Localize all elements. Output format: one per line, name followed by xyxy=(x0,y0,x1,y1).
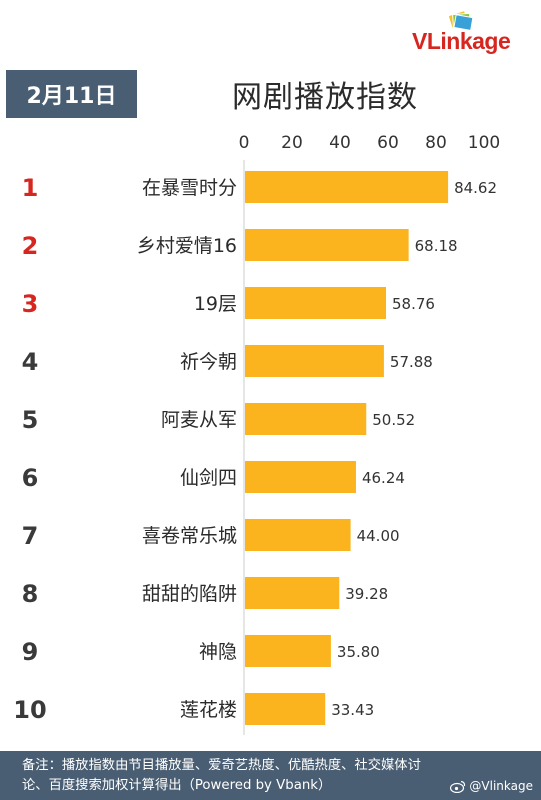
chart-row: 4 祈今朝 57.88 xyxy=(22,345,433,377)
rank-label: 1 xyxy=(22,174,39,202)
brand-logo: VLinkage xyxy=(412,10,537,60)
chart-row: 1 在暴雪时分 84.62 xyxy=(22,171,497,203)
value-label: 33.43 xyxy=(331,701,374,719)
value-label: 39.28 xyxy=(345,585,388,603)
x-tick-label: 40 xyxy=(329,133,351,153)
x-tick-label: 20 xyxy=(281,133,303,153)
chart-row: 10 莲花楼 33.43 xyxy=(13,693,374,725)
rank-label: 9 xyxy=(22,638,39,666)
chart-row: 5 阿麦从军 50.52 xyxy=(22,403,415,435)
category-label: 祈今朝 xyxy=(180,351,237,373)
chart-title: 网剧播放指数 xyxy=(232,80,418,115)
bar xyxy=(245,229,409,261)
bar-chart: 0 20 40 60 80 100 1 在暴雪时分 84.62 2 乡村爱情16 68.18 3 19层… xyxy=(13,133,500,735)
chart-row: 3 19层 58.76 xyxy=(22,287,435,319)
x-tick-label: 100 xyxy=(468,133,500,153)
x-tick-label: 80 xyxy=(425,133,447,153)
brand-name: VLinkage xyxy=(412,28,511,54)
chart-row: 2 乡村爱情16 68.18 xyxy=(22,229,458,261)
rank-label: 8 xyxy=(22,580,39,608)
bar xyxy=(245,577,340,609)
x-tick-label: 0 xyxy=(239,133,250,153)
rank-label: 2 xyxy=(22,232,39,260)
category-label: 阿麦从军 xyxy=(161,409,237,431)
chart-row: 6 仙剑四 46.24 xyxy=(22,461,405,493)
category-label: 乡村爱情16 xyxy=(137,235,237,257)
watermark-text: @Vlinkage xyxy=(469,779,533,793)
date-badge: 2月11日 xyxy=(6,70,137,118)
rank-label: 6 xyxy=(22,464,39,492)
bar xyxy=(245,171,449,203)
rank-label: 3 xyxy=(22,290,39,318)
category-label: 19层 xyxy=(194,293,237,315)
weibo-icon xyxy=(450,780,466,793)
bar xyxy=(245,519,351,551)
category-label: 莲花楼 xyxy=(180,699,237,721)
weibo-watermark: @Vlinkage xyxy=(450,779,533,793)
value-label: 84.62 xyxy=(454,179,497,197)
footer-note-line1: 备注：播放指数由节目播放量、爱奇艺热度、优酷热度、社交媒体讨 xyxy=(22,758,421,773)
bar xyxy=(245,461,356,493)
category-label: 甜甜的陷阱 xyxy=(142,583,237,605)
rank-label: 5 xyxy=(22,406,39,434)
rank-label: 10 xyxy=(13,696,46,724)
bar xyxy=(245,693,326,725)
chart-row: 8 甜甜的陷阱 39.28 xyxy=(22,577,388,609)
chart-row: 9 神隐 35.80 xyxy=(22,635,380,667)
bar xyxy=(245,287,387,319)
value-label: 35.80 xyxy=(337,643,380,661)
category-label: 神隐 xyxy=(199,641,237,663)
footer-note: 备注：播放指数由节目播放量、爱奇艺热度、优酷热度、社交媒体讨 论、百度搜索加权计… xyxy=(0,751,541,800)
bar xyxy=(245,403,367,435)
x-tick-label: 60 xyxy=(377,133,399,153)
footer-note-line2: 论、百度搜索加权计算得出（Powered by Vbank） xyxy=(22,778,332,793)
category-label: 在暴雪时分 xyxy=(142,177,237,199)
value-label: 58.76 xyxy=(392,295,435,313)
chart-row: 7 喜卷常乐城 44.00 xyxy=(22,519,400,551)
category-label: 仙剑四 xyxy=(180,467,237,489)
value-label: 68.18 xyxy=(415,237,458,255)
cards-logo-icon xyxy=(447,10,474,31)
value-label: 46.24 xyxy=(362,469,405,487)
value-label: 57.88 xyxy=(390,353,433,371)
value-label: 44.00 xyxy=(357,527,400,545)
rank-label: 7 xyxy=(22,522,39,550)
bar xyxy=(245,635,331,667)
bar xyxy=(245,345,384,377)
category-label: 喜卷常乐城 xyxy=(142,525,237,547)
rank-label: 4 xyxy=(22,348,39,376)
value-label: 50.52 xyxy=(372,411,415,429)
